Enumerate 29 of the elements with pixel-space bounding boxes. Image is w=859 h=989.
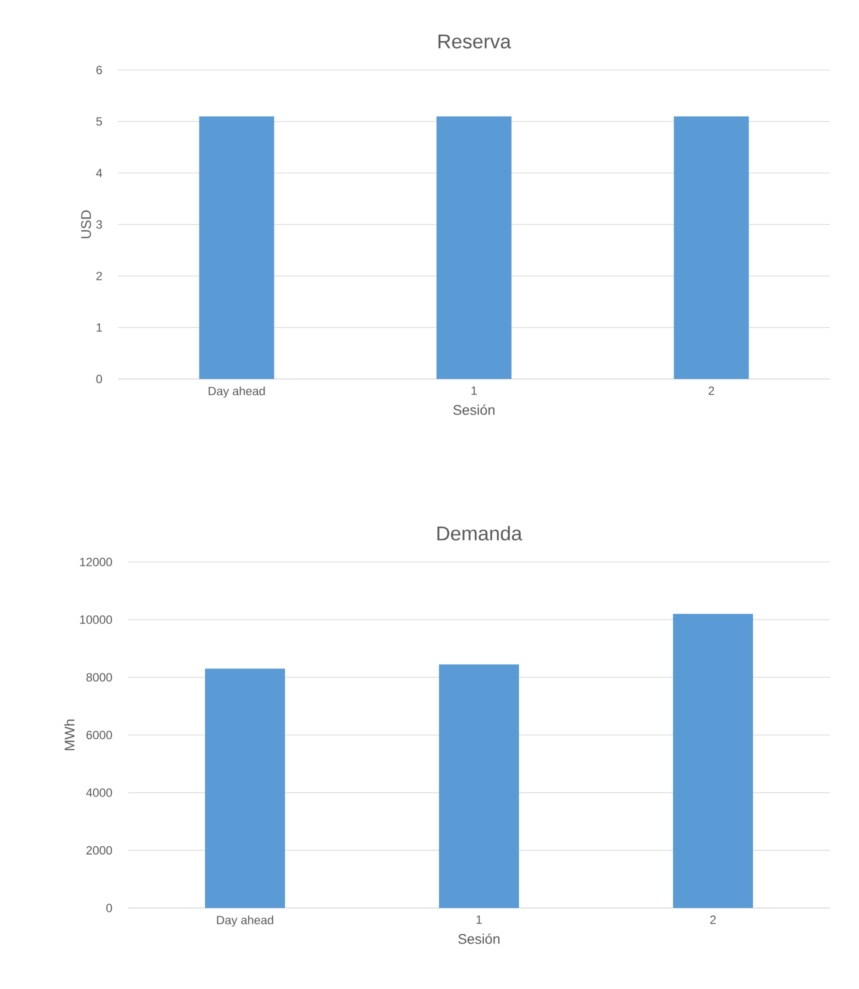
y-axis-title: MWh xyxy=(64,720,74,750)
x-tick-label: 2 xyxy=(710,916,716,924)
y-tick-label: 1 xyxy=(96,323,102,332)
y-tick-label: 0 xyxy=(96,374,102,384)
x-axis-title: Sesión xyxy=(458,933,500,944)
y-tick-label: 2000 xyxy=(86,846,112,855)
y-tick-label: 6 xyxy=(96,66,102,74)
chart-title: Demanda xyxy=(437,526,522,540)
y-tick-label: 10000 xyxy=(80,615,112,624)
chart-title: Reserva xyxy=(438,34,512,48)
x-axis-title: Sesión xyxy=(453,404,494,415)
y-tick-label: 4 xyxy=(96,168,102,178)
y-tick-label: 5 xyxy=(96,117,102,126)
x-tick-label: 1 xyxy=(472,386,477,395)
x-tick-label: Day ahead xyxy=(208,386,265,398)
y-tick-label: 8000 xyxy=(86,673,112,682)
x-tick-label: Day ahead xyxy=(217,916,274,927)
y-tick-label: 4000 xyxy=(86,788,112,797)
bar xyxy=(439,664,520,908)
bar xyxy=(205,668,286,908)
y-tick-label: 3 xyxy=(96,220,102,229)
y-tick-label: 2 xyxy=(96,272,102,280)
y-tick-label: 0 xyxy=(106,904,112,912)
y-tick-label: 6000 xyxy=(86,730,112,740)
y-tick-label: 12000 xyxy=(80,558,112,566)
y-axis-title: USD xyxy=(81,210,91,238)
x-tick-label: 1 xyxy=(476,916,482,924)
bar xyxy=(673,614,754,908)
x-tick-label: 2 xyxy=(708,386,714,395)
